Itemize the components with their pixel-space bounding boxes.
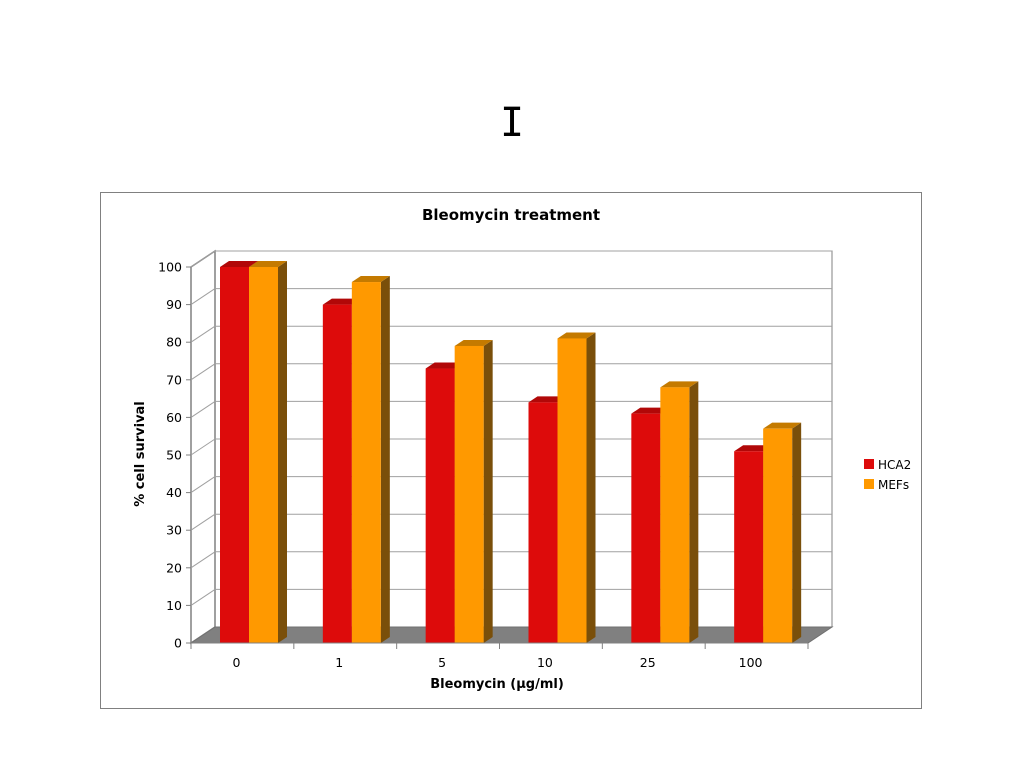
bar-top: [734, 445, 773, 452]
bar: [734, 451, 764, 643]
bar-top: [220, 261, 258, 267]
bar: [763, 428, 793, 643]
bar: [220, 267, 249, 643]
y-gridline-side: [190, 363, 216, 381]
legend-swatch: [864, 479, 874, 489]
bar: [322, 304, 352, 643]
legend-swatch: [864, 459, 874, 469]
legend-label: HCA2: [878, 458, 911, 472]
y-tick-label: 20: [166, 560, 182, 575]
y-tick-label: 10: [166, 598, 182, 613]
bar-side: [278, 261, 287, 643]
legend-label: MEFs: [878, 478, 909, 492]
y-tick-label: 60: [166, 410, 182, 425]
bar-top: [763, 422, 802, 429]
bar-top: [631, 407, 670, 414]
y-tick-label: 70: [166, 372, 182, 387]
y-tick-label: 100: [158, 260, 182, 275]
bar: [454, 345, 484, 643]
y-gridline-side: [190, 476, 216, 494]
bar-top: [322, 298, 361, 305]
bar: [425, 368, 455, 643]
bar: [351, 282, 381, 643]
x-tick-label: 0: [232, 655, 240, 670]
bar: [557, 338, 587, 643]
chart-title: Bleomycin treatment: [422, 206, 600, 224]
bar-side: [483, 339, 493, 643]
x-tick-label: 10: [537, 655, 553, 670]
x-tick-label: 1: [335, 655, 343, 670]
bar-top: [351, 276, 390, 283]
x-tick-label: 25: [640, 655, 656, 670]
bar: [249, 267, 278, 643]
bar-side: [689, 381, 699, 643]
y-gridline-side: [190, 551, 216, 569]
bar-top: [528, 396, 567, 403]
x-axis-label: Bleomycin (µg/ml): [430, 677, 564, 692]
bar-top: [454, 339, 493, 346]
bar-top: [557, 332, 596, 339]
bar: [528, 402, 558, 643]
bar-side: [792, 422, 802, 643]
bar-top: [249, 261, 287, 267]
x-tick-label: 100: [739, 655, 763, 670]
bar-top: [425, 362, 464, 369]
bar-top: [660, 381, 699, 388]
y-tick-label: 80: [166, 335, 182, 350]
bar: [660, 387, 690, 643]
y-gridline-side: [190, 438, 216, 456]
bar-side: [586, 332, 596, 643]
y-gridline-side: [190, 513, 216, 531]
y-gridline-side: [190, 325, 216, 343]
y-tick-label: 40: [166, 485, 182, 500]
y-gridline-side: [190, 400, 216, 418]
y-axis-label: % cell survival: [133, 401, 148, 507]
y-gridline-side: [190, 588, 216, 606]
y-gridline-side: [190, 288, 216, 306]
panel-letter: I: [499, 100, 525, 146]
x-tick-label: 5: [438, 655, 446, 670]
y-tick-label: 50: [166, 448, 182, 463]
bar-side: [380, 276, 390, 643]
y-tick-label: 0: [174, 636, 182, 651]
y-tick-label: 30: [166, 523, 182, 538]
bar: [631, 413, 661, 643]
y-tick-label: 90: [166, 297, 182, 312]
y-gridline-side: [190, 250, 216, 268]
